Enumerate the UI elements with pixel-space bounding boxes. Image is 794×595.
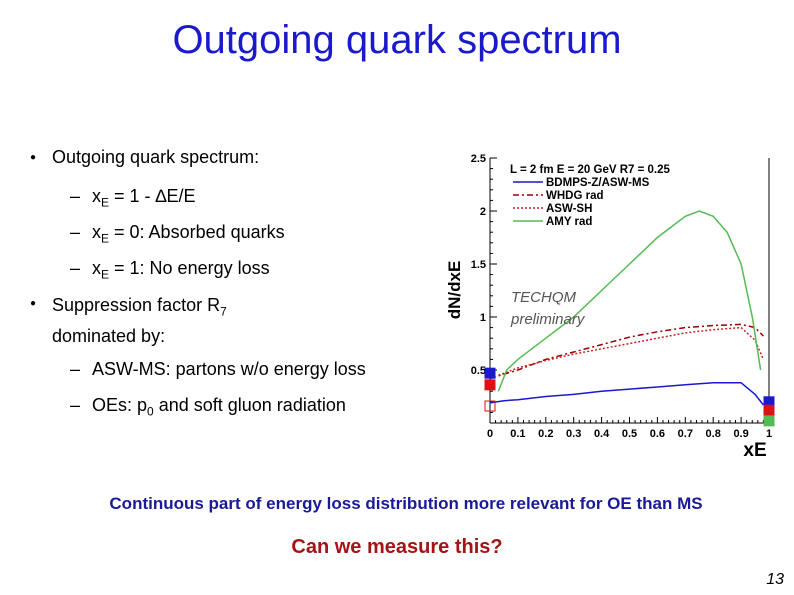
question-text: Can we measure this? <box>291 536 503 558</box>
y-axis-label: dN/dxE <box>445 261 464 320</box>
subscript: 7 <box>220 304 227 319</box>
sub-bullet-text: x <box>92 186 101 206</box>
subscript: 0 <box>147 404 154 419</box>
endpoint-marker <box>763 415 775 427</box>
x-tick-label: 1 <box>766 428 772 440</box>
sub-bullet-oes: – OEs: p0 and soft gluon radiation <box>70 395 346 419</box>
legend-label: AMY rad <box>546 216 592 228</box>
bullet-dot-icon: ● <box>30 152 37 163</box>
annotation-line-2: preliminary <box>510 311 586 328</box>
sub-bullet-xe-one: – xE = 1: No energy loss <box>70 258 270 282</box>
legend-label: WHDG rad <box>546 190 604 202</box>
conclusion-text: Continuous part of energy loss distribut… <box>109 494 703 513</box>
x-tick-label: 0.1 <box>510 428 525 440</box>
series-line-whdg-rad <box>489 323 764 380</box>
bullet-dot-icon: ● <box>30 298 37 309</box>
annotation-line-1: TECHQM <box>511 289 577 306</box>
x-tick-label: 0.8 <box>706 428 721 440</box>
x-tick-label: 0.2 <box>538 428 553 440</box>
sub-bullet-text: x <box>92 258 101 278</box>
subscript: E <box>101 195 110 210</box>
sub-bullet-text: = 1: No energy loss <box>109 258 270 278</box>
sub-bullet-text: = 1 - ∆E/E <box>109 186 196 206</box>
sub-bullet-asw-ms: – ASW-MS: partons w/o energy loss <box>70 359 366 380</box>
chart-legend: L = 2 fm E = 20 GeV R7 = 0.25BDMPS-Z/ASW… <box>510 164 671 228</box>
legend-label: BDMPS-Z/ASW-MS <box>546 177 650 189</box>
x-axis-label: xE <box>743 440 766 461</box>
slide-title: Outgoing quark spectrum <box>172 18 622 62</box>
bullet-text: dominated by: <box>52 325 166 346</box>
series-line-asw-sh <box>498 326 765 377</box>
sub-bullet-text: and soft gluon radiation <box>153 395 346 415</box>
dash-icon: – <box>70 186 81 206</box>
dash-icon: – <box>70 359 81 379</box>
endpoint-marker <box>484 400 496 412</box>
dash-icon: – <box>70 395 81 415</box>
x-tick-label: 0.5 <box>622 428 637 440</box>
y-tick-label: 1.5 <box>471 259 486 271</box>
y-tick-label: 2.5 <box>471 153 486 165</box>
sub-bullet-text: ASW-MS: partons w/o energy loss <box>92 359 366 379</box>
endpoint-marker <box>763 404 775 416</box>
bullet-outgoing-spectrum: ● Outgoing quark spectrum: <box>30 147 259 168</box>
series-line-amy-rad <box>497 210 762 392</box>
series-line-bdmps-z-asw-ms <box>489 381 764 406</box>
x-tick-label: 0.3 <box>566 428 581 440</box>
x-tick-label: 0 <box>487 428 493 440</box>
sub-bullet-xe-zero: – xE = 0: Absorbed quarks <box>70 222 285 246</box>
dash-icon: – <box>70 222 81 242</box>
endpoint-marker <box>484 379 496 391</box>
x-tick-label: 0.6 <box>650 428 665 440</box>
x-tick-label: 0.9 <box>733 428 748 440</box>
dash-icon: – <box>70 258 81 278</box>
subscript: E <box>101 267 110 282</box>
chart-series-group <box>489 210 765 406</box>
sub-bullet-xe-definition: – xE = 1 - ∆E/E <box>70 186 196 210</box>
subscript: E <box>101 231 110 246</box>
chart-axes: 0 0.1 0.2 0.3 0.4 0.5 0.6 0.7 0.8 0.9 1 0.5 1 1.5 2 2.5 <box>471 153 772 440</box>
bullet-text: Suppression factor R <box>52 295 221 315</box>
spectrum-chart-svg: 0 0.1 0.2 0.3 0.4 0.5 0.6 0.7 0.8 0.9 1 0.5 1 1.5 2 2.5… <box>445 153 775 461</box>
spectrum-chart: 0 0.1 0.2 0.3 0.4 0.5 0.6 0.7 0.8 0.9 1 0.5 1 1.5 2 2.5… <box>438 140 783 475</box>
endpoint-marker <box>484 367 496 379</box>
legend-title: L = 2 fm E = 20 GeV R7 = 0.25 <box>510 164 671 176</box>
sub-bullet-text: x <box>92 222 101 242</box>
sub-bullet-text: OEs: p <box>92 395 148 415</box>
chart-markers-group <box>484 367 775 427</box>
sub-bullet-text: = 0: Absorbed quarks <box>109 222 285 242</box>
legend-label: ASW-SH <box>546 203 592 215</box>
bullet-text: Outgoing quark spectrum: <box>52 147 260 167</box>
bullet-suppression-factor: ● Suppression factor R7 dominated by: <box>30 293 227 348</box>
x-tick-label: 0.7 <box>678 428 693 440</box>
y-tick-label: 0.5 <box>471 365 486 377</box>
page-number: 13 <box>766 571 784 588</box>
x-tick-label: 0.4 <box>594 428 610 440</box>
y-tick-label: 1 <box>480 312 486 324</box>
y-tick-label: 2 <box>480 206 486 218</box>
chart-labels: xE dN/dxE TECHQM preliminary <box>445 261 767 461</box>
